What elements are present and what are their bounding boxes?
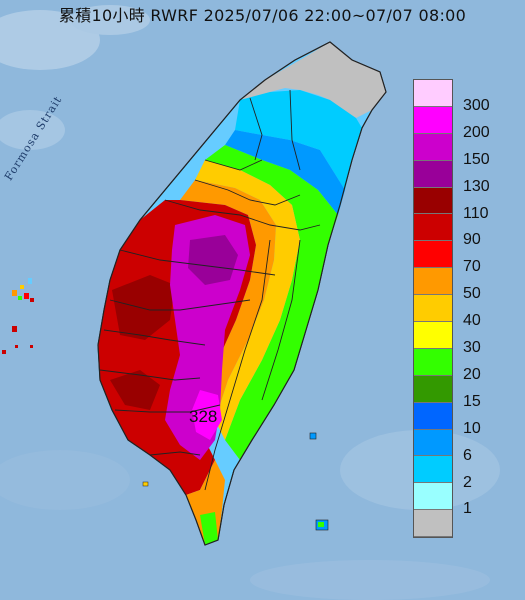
legend-swatch	[414, 483, 452, 511]
legend-swatch	[414, 510, 452, 538]
north-no-rain	[240, 42, 386, 118]
legend-label: 130	[463, 177, 490, 195]
zone-110	[112, 275, 175, 340]
legend-swatch	[414, 295, 452, 323]
legend-label: 40	[463, 312, 481, 330]
legend-swatch	[414, 214, 452, 242]
zone-110b	[110, 370, 160, 410]
legend-label: 6	[463, 446, 472, 464]
legend-label: 15	[463, 392, 481, 410]
legend-label: 2	[463, 473, 472, 491]
legend-swatch	[414, 268, 452, 296]
cloud-texture	[0, 5, 500, 600]
legend-label: 110	[463, 204, 489, 222]
legend-swatch	[414, 241, 452, 269]
legend-label: 50	[463, 285, 481, 303]
zone-40	[195, 160, 300, 440]
legend-label: 150	[463, 150, 490, 168]
coastline	[97, 41, 387, 546]
legend-swatch	[414, 133, 452, 161]
zone-50	[180, 180, 276, 420]
legend-label: 70	[463, 258, 481, 276]
zone-130	[188, 235, 238, 285]
legend-swatch	[414, 322, 452, 349]
legend-label: 1	[463, 500, 472, 518]
legend-swatch	[414, 429, 452, 457]
legend-swatch	[414, 106, 452, 134]
legend-swatch	[414, 456, 452, 484]
map-title: 累積10小時 RWRF 2025/07/06 22:00~07/07 08:00	[58, 6, 467, 25]
max-rainfall-label: 328	[189, 407, 218, 426]
legend-swatch	[414, 375, 452, 403]
penghu-islands	[2, 278, 34, 354]
legend-swatch	[414, 348, 452, 376]
county-borders	[99, 89, 321, 491]
legend-label: 200	[463, 123, 490, 141]
zone-20	[205, 145, 338, 460]
legend-colorbar	[413, 79, 453, 539]
zone-2	[235, 90, 362, 190]
legend-swatch	[414, 402, 452, 430]
zone-6	[225, 130, 345, 215]
legend-label: 20	[463, 365, 481, 383]
taiwan-island	[97, 41, 387, 546]
legend-swatch	[414, 187, 452, 215]
south-tip-green	[200, 512, 218, 545]
east-islets	[142, 432, 329, 531]
zone-200	[192, 390, 222, 440]
legend-swatch	[414, 160, 452, 188]
legend-label: 90	[463, 231, 481, 249]
legend-label: 30	[463, 339, 481, 356]
legend-swatch	[414, 80, 452, 107]
legend-label: 10	[463, 419, 481, 437]
legend-label: 300	[463, 96, 490, 114]
